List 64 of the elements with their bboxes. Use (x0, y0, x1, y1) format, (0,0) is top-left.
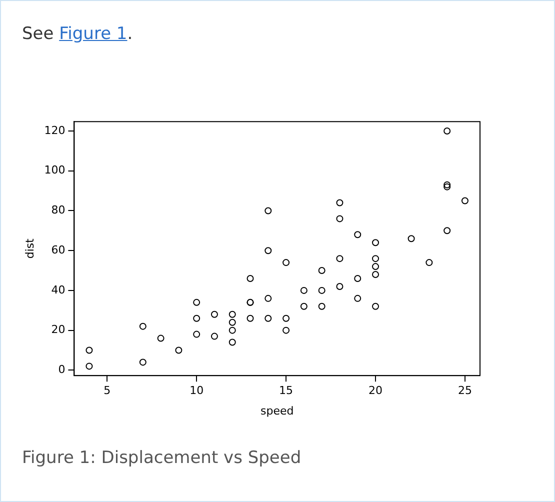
x-tick-label: 5 (104, 384, 111, 398)
point (372, 239, 380, 246)
point (444, 128, 451, 135)
point (86, 362, 93, 370)
point (336, 255, 344, 262)
point (318, 267, 326, 274)
point (444, 181, 451, 188)
y-tick-label: 40 (51, 283, 66, 296)
x-tick-label: 20 (368, 384, 383, 398)
point (372, 263, 380, 270)
point (336, 199, 344, 206)
point (264, 247, 272, 254)
point (282, 259, 290, 266)
x-tick-label: 15 (279, 384, 294, 398)
point (372, 302, 380, 310)
y-tick-label: 80 (51, 204, 66, 217)
point (246, 314, 254, 322)
point (444, 183, 451, 190)
point (336, 282, 344, 290)
point (139, 322, 146, 330)
point (228, 338, 236, 346)
text: See Figure 1. (22, 24, 133, 44)
y-tick-label: 60 (51, 243, 66, 256)
point (282, 326, 290, 334)
point (444, 227, 451, 234)
y-tick-label: 0 (58, 363, 66, 376)
x-tick-label: 25 (458, 384, 472, 398)
point (461, 197, 468, 204)
y-axis-title: dist (23, 238, 36, 259)
point (300, 302, 308, 310)
point (246, 274, 254, 282)
point (426, 259, 433, 266)
point (193, 330, 200, 338)
point (210, 332, 218, 340)
x-tick-label: 10 (190, 384, 204, 398)
point (157, 334, 164, 342)
point (354, 294, 362, 302)
point (372, 271, 380, 278)
point (264, 207, 272, 214)
y-tick-label: 100 (44, 164, 66, 177)
point (86, 346, 93, 354)
point (282, 314, 290, 322)
x-axis-title: speed (260, 404, 294, 418)
point (228, 326, 236, 334)
point (354, 274, 362, 282)
point (228, 310, 236, 318)
caption: Figure 1: Displacement vs Speed (22, 448, 302, 468)
point (228, 318, 236, 326)
point (264, 314, 272, 322)
point (318, 286, 326, 294)
point (318, 302, 326, 310)
y-tick-label: 20 (51, 323, 66, 336)
y-tick-label: 120 (44, 124, 66, 137)
point (139, 358, 146, 366)
point (354, 231, 362, 238)
point (300, 286, 308, 294)
point (193, 314, 200, 322)
point (408, 235, 415, 242)
point (372, 255, 380, 262)
point (193, 298, 200, 306)
point (210, 310, 218, 318)
point (175, 346, 182, 354)
point (336, 215, 344, 222)
point (264, 294, 272, 302)
